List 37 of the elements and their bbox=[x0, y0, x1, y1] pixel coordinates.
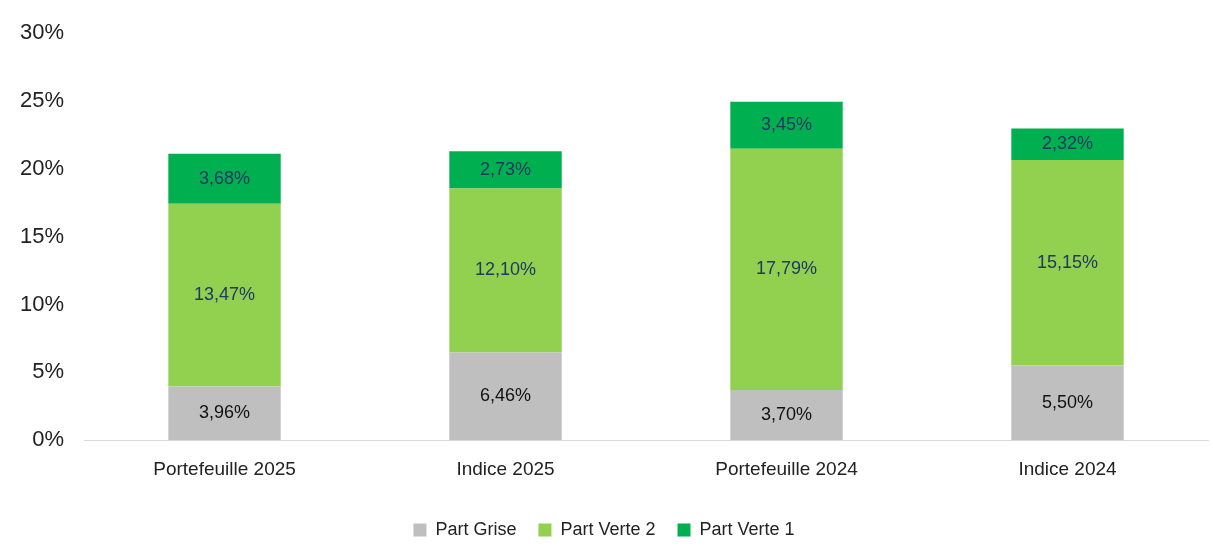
y-tick-label: 5% bbox=[32, 358, 65, 384]
data-label: 13,47% bbox=[194, 284, 256, 305]
data-label: 6,46% bbox=[480, 385, 532, 406]
data-label: 2,32% bbox=[1041, 133, 1094, 154]
y-tick-label: 25% bbox=[19, 87, 65, 113]
data-label: 2,73% bbox=[480, 158, 532, 179]
x-tick-label: Portefeuille 2024 bbox=[715, 457, 859, 479]
bar bbox=[730, 148, 843, 390]
y-tick-label: 10% bbox=[19, 290, 65, 316]
bar bbox=[1011, 160, 1124, 366]
legend-label: Part Verte 1 bbox=[699, 518, 795, 539]
data-label: 3,96% bbox=[199, 402, 251, 423]
bar bbox=[449, 352, 562, 441]
y-tick-label: 0% bbox=[32, 426, 65, 452]
x-tick-label: Indice 2025 bbox=[456, 457, 555, 479]
y-tick-label: 30% bbox=[19, 19, 65, 45]
data-label: 17,79% bbox=[755, 258, 818, 279]
bar bbox=[730, 101, 843, 149]
data-label: 3,68% bbox=[199, 167, 251, 188]
data-label: 3,70% bbox=[760, 404, 813, 425]
x-tick-label: Indice 2024 bbox=[1018, 457, 1118, 479]
y-tick-label: 15% bbox=[19, 222, 65, 248]
bar bbox=[168, 153, 281, 204]
data-label: 5,50% bbox=[1041, 391, 1094, 412]
data-label: 12,10% bbox=[474, 259, 537, 280]
data-label: 3,45% bbox=[760, 114, 813, 135]
legend-label: Part Grise bbox=[435, 518, 517, 539]
bar bbox=[168, 203, 281, 387]
bar bbox=[449, 188, 562, 353]
data-label: 15,15% bbox=[1036, 251, 1099, 272]
x-tick-label: Portefeuille 2025 bbox=[153, 457, 296, 479]
bar bbox=[730, 390, 843, 441]
bar bbox=[1011, 365, 1124, 441]
legend-label: Part Verte 2 bbox=[560, 518, 656, 539]
y-tick-label: 20% bbox=[19, 154, 65, 180]
bar bbox=[449, 151, 562, 189]
bar bbox=[168, 386, 281, 441]
